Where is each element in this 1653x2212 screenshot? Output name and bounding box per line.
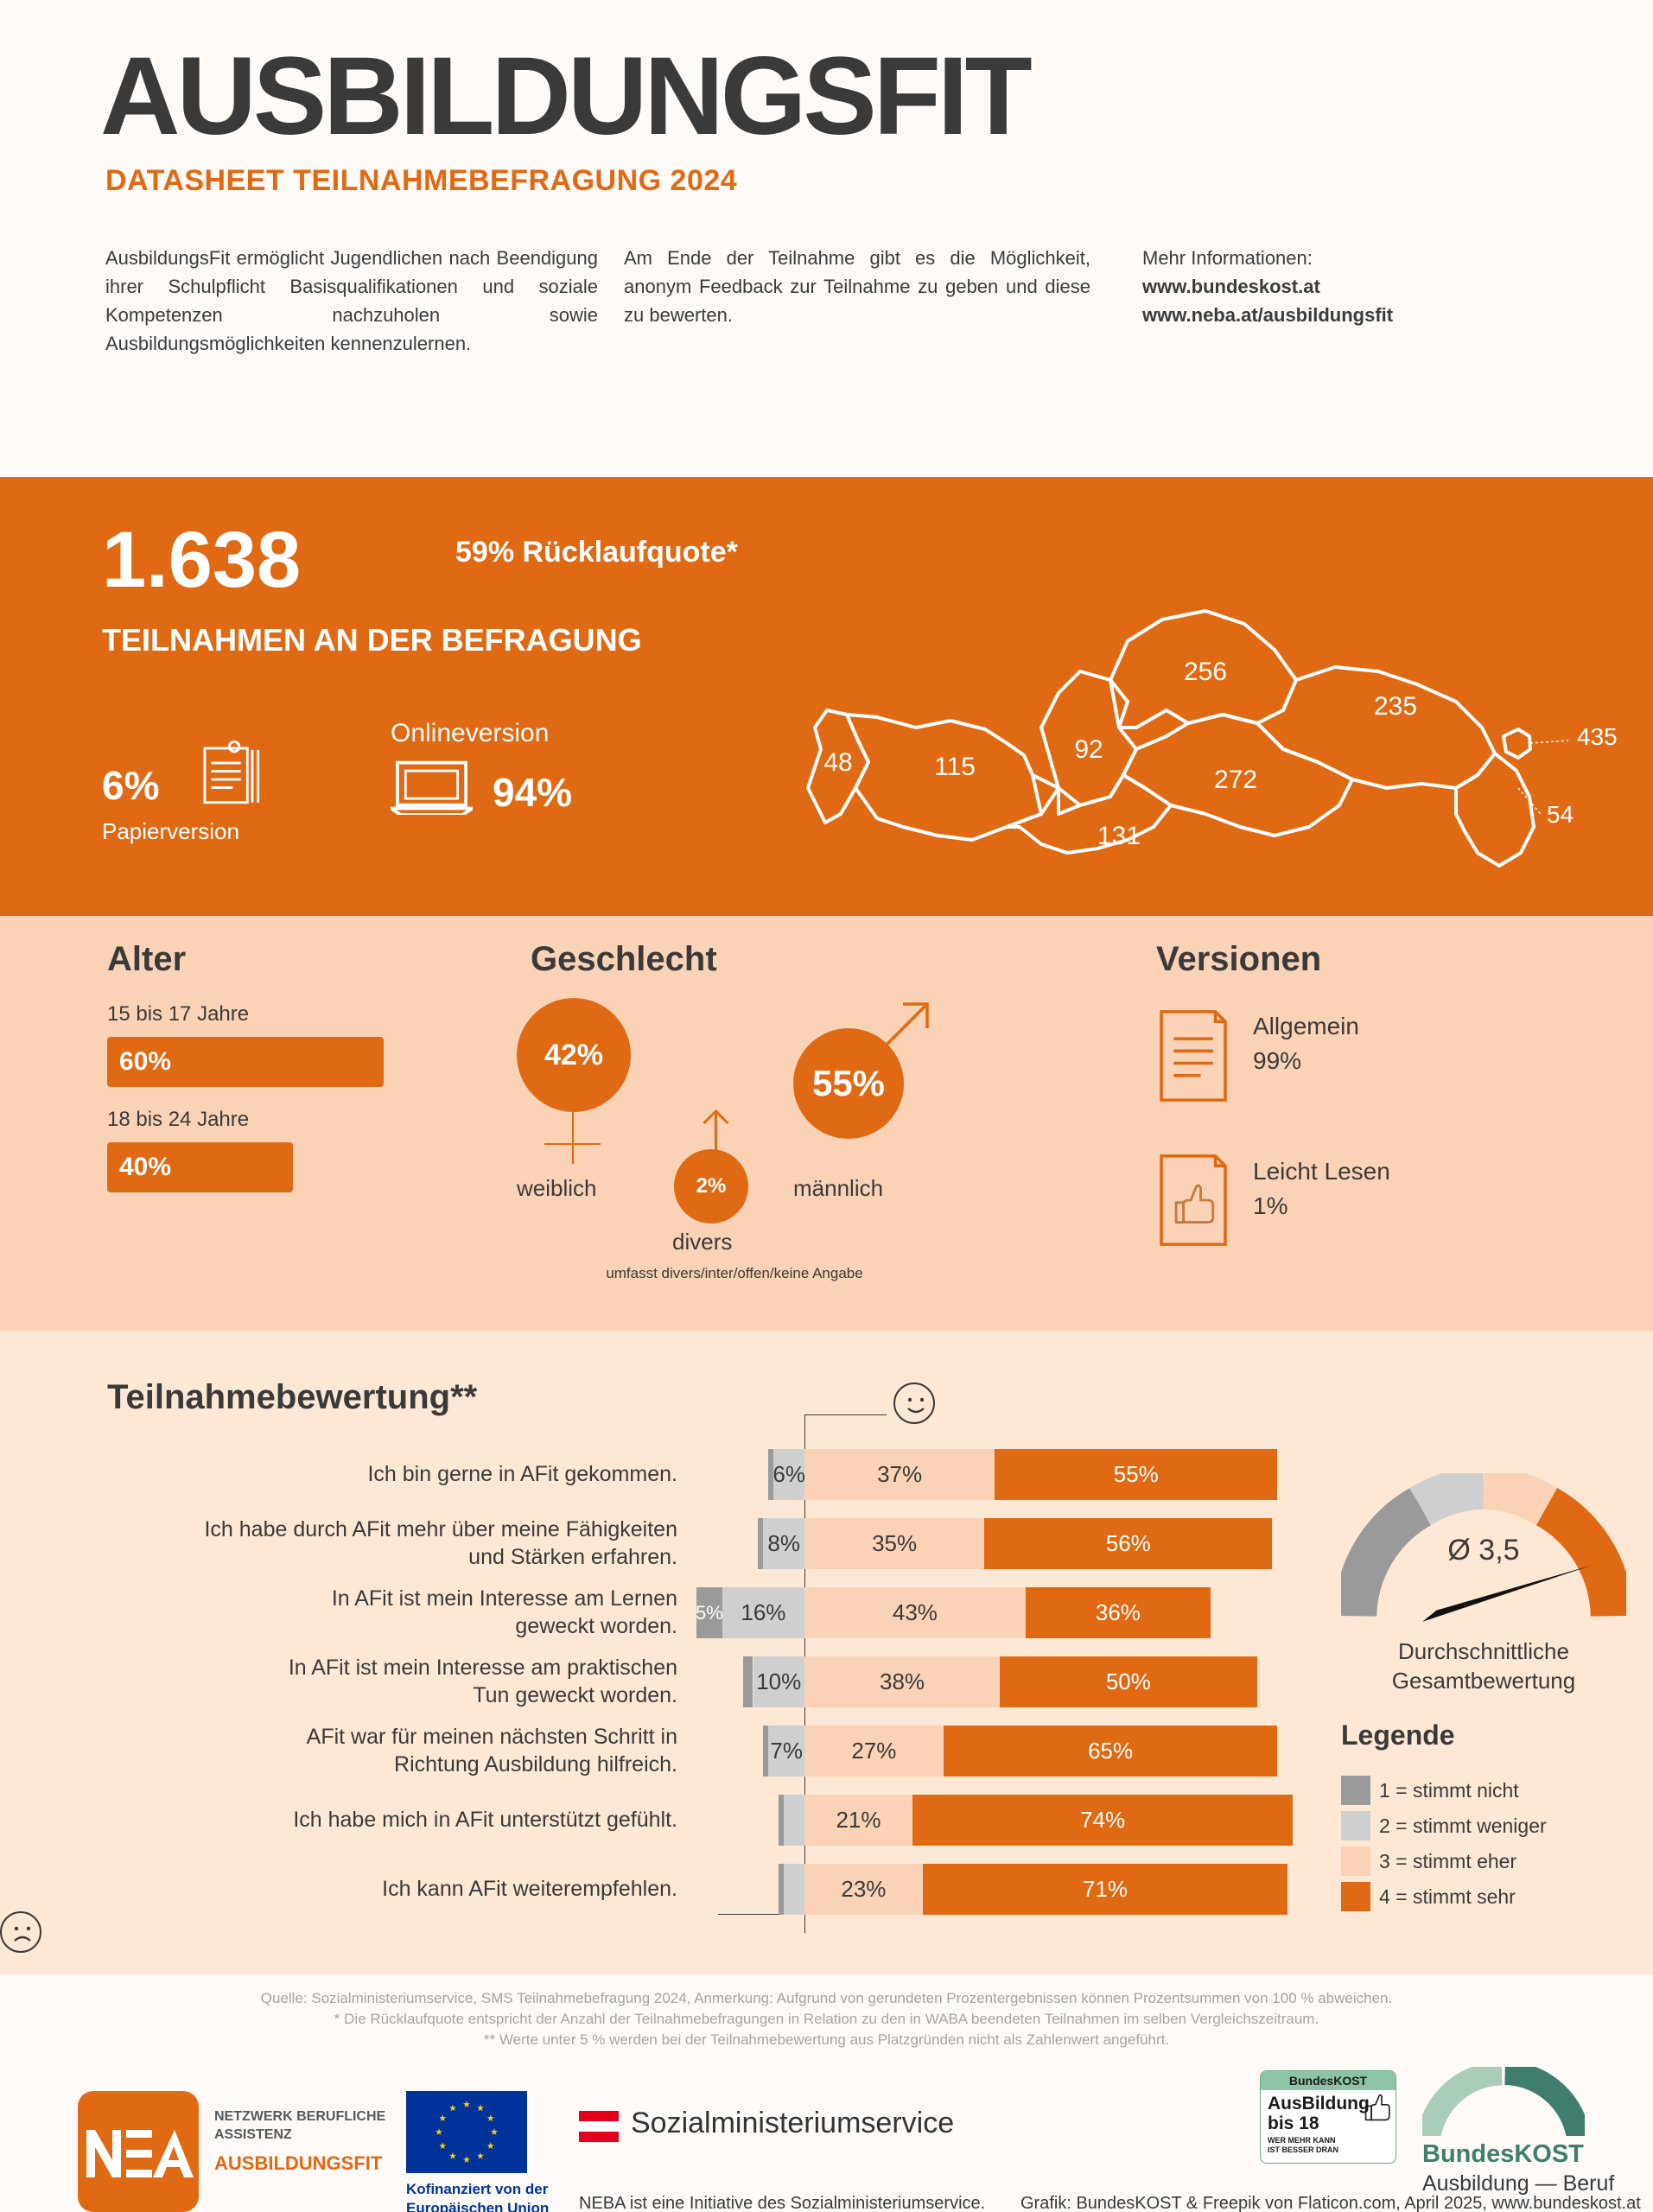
svg-text:435: 435 xyxy=(1577,723,1618,750)
svg-text:48: 48 xyxy=(823,748,852,777)
svg-text:92: 92 xyxy=(1074,735,1103,764)
svg-text:272: 272 xyxy=(1214,766,1257,794)
svg-text:256: 256 xyxy=(1184,658,1227,686)
svg-text:131: 131 xyxy=(1097,822,1141,850)
svg-text:235: 235 xyxy=(1374,692,1417,721)
svg-text:115: 115 xyxy=(934,753,976,781)
svg-text:54: 54 xyxy=(1547,801,1574,828)
